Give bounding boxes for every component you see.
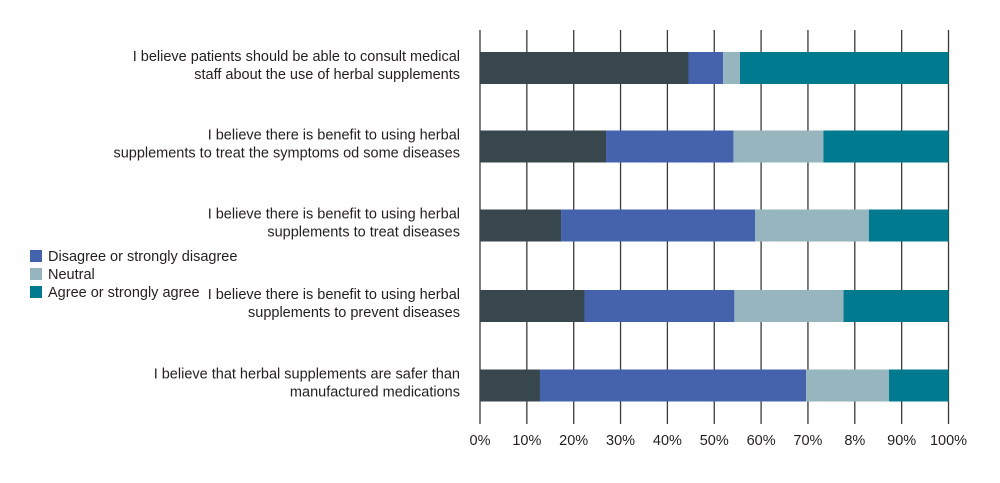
- bar-segment-disagree-or-strongly-disagree-5: [539, 369, 807, 402]
- category-label-line: supplements to treat diseases: [267, 225, 460, 241]
- bar-segment-agree-or-strongly-agree-2: [823, 130, 949, 163]
- bar-segment-disagree-or-strongly-disagree-3: [561, 209, 756, 242]
- bar-segment-agree-or-strongly-agree-5: [889, 369, 949, 402]
- category-label: I believe there is benefit to using herb…: [208, 287, 460, 321]
- legend-swatch: [30, 268, 42, 280]
- category-label-line: I believe that herbal supplements are sa…: [154, 367, 460, 383]
- category-label-line: supplements to prevent diseases: [248, 305, 460, 321]
- bar-segment-neutral-5: [806, 369, 890, 402]
- bar-segment-neutral-2: [733, 130, 824, 163]
- category-label-line: manufactured medications: [290, 385, 460, 401]
- bar-segment-disagree-or-strongly-disagree-4: [584, 290, 735, 322]
- legend-label: Disagree or strongly disagree: [48, 249, 237, 265]
- x-tick-label: 8%: [844, 433, 865, 449]
- legend: Disagree or strongly disagree Neutral Agre…: [30, 249, 237, 301]
- category-label-line: staff about the use of herbal supplement…: [194, 67, 460, 83]
- x-tick-label: 30%: [606, 433, 635, 449]
- bar-segment-agree-or-strongly-agree-1: [740, 52, 949, 84]
- bar-segment-neutral-4: [734, 290, 844, 322]
- bar-segment-neutral-3: [755, 209, 869, 242]
- category-label-line: I believe patients should be able to con…: [133, 49, 460, 65]
- bar-segment-unlabeled-4: [480, 290, 585, 322]
- bar-segment-disagree-or-strongly-disagree-1: [688, 52, 724, 84]
- x-tick-label: 20%: [559, 433, 588, 449]
- legend-label: Agree or strongly agree: [48, 285, 200, 301]
- x-tick-label: 60%: [747, 433, 776, 449]
- x-tick-label: 0%: [470, 433, 491, 449]
- x-tick-label: 10%: [512, 433, 541, 449]
- legend-label: Neutral: [48, 267, 95, 283]
- bar-segment-unlabeled-5: [480, 369, 540, 402]
- category-label-line: I believe there is benefit to using herb…: [208, 207, 460, 223]
- category-label-line: supplements to treat the symptoms od som…: [113, 146, 460, 162]
- bars: [480, 52, 949, 402]
- bar-segment-unlabeled-3: [480, 209, 562, 242]
- category-label: I believe patients should be able to con…: [133, 49, 460, 83]
- bar-segment-neutral-1: [723, 52, 741, 84]
- category-label-line: I believe there is benefit to using herb…: [208, 128, 460, 144]
- bar-segment-disagree-or-strongly-disagree-2: [606, 130, 734, 163]
- bar-segment-agree-or-strongly-agree-4: [843, 290, 949, 322]
- x-tick-label: 50%: [700, 433, 729, 449]
- legend-swatch: [30, 286, 42, 298]
- x-tick-label: 90%: [887, 433, 916, 449]
- bar-segment-agree-or-strongly-agree-3: [868, 209, 949, 242]
- category-label-line: I believe there is benefit to using herb…: [208, 287, 460, 303]
- x-tick-label: 70%: [793, 433, 822, 449]
- x-tick-label: 100%: [930, 433, 967, 449]
- category-labels: I believe patients should be able to con…: [113, 49, 460, 401]
- x-tick-label: 40%: [653, 433, 682, 449]
- bar-segment-unlabeled-1: [480, 52, 689, 84]
- x-tick-labels: 0% 10% 20% 30% 40% 50% 60% 70% 8% 90% 100%: [470, 433, 968, 449]
- legend-swatch: [30, 250, 42, 262]
- bar-segment-unlabeled-2: [480, 130, 607, 163]
- category-label: I believe there is benefit to using herb…: [113, 128, 460, 162]
- category-label: I believe there is benefit to using herb…: [208, 207, 460, 241]
- category-label: I believe that herbal supplements are sa…: [154, 367, 460, 401]
